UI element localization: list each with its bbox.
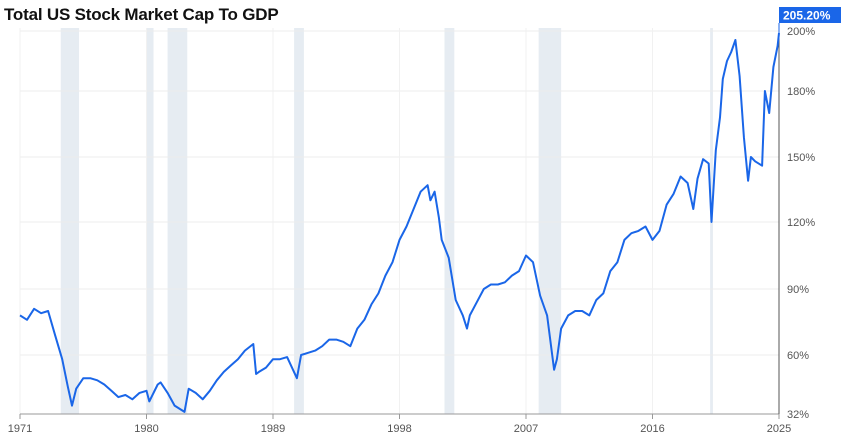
recession-bands	[60, 28, 713, 414]
axes: 32% 60% 90% 120% 150% 180% 200% 1971 1980 1989 199…	[8, 26, 816, 435]
y-tick-label: 60%	[787, 350, 809, 362]
x-tick-label: 1980	[134, 423, 158, 435]
recession-band	[444, 28, 455, 414]
x-tick-label: 2025	[767, 423, 791, 435]
gridlines	[19, 28, 780, 415]
recession-band	[538, 28, 562, 414]
x-tick-label: 1998	[387, 423, 411, 435]
x-tick-label: 2007	[514, 423, 538, 435]
last-value-badge: 205.20%	[778, 7, 841, 33]
y-tick-label: 180%	[787, 86, 815, 98]
series-line	[19, 32, 780, 413]
recession-band	[167, 28, 188, 414]
recession-band	[60, 28, 80, 414]
recession-band	[294, 28, 304, 414]
last-value-badge-bg	[779, 7, 841, 23]
y-tick-label: 200%	[787, 26, 815, 38]
chart-title: Total US Stock Market Cap To GDP	[4, 5, 279, 24]
y-tick-label: 90%	[787, 284, 809, 296]
x-tick-label: 1971	[8, 423, 32, 435]
recession-band	[146, 28, 154, 414]
x-tick-label: 1989	[261, 423, 285, 435]
y-tick-label: 32%	[787, 409, 809, 421]
y-tick-label: 120%	[787, 217, 815, 229]
last-value-label: 205.20%	[783, 9, 831, 23]
y-tick-label: 150%	[787, 152, 815, 164]
x-tick-label: 2016	[640, 423, 664, 435]
